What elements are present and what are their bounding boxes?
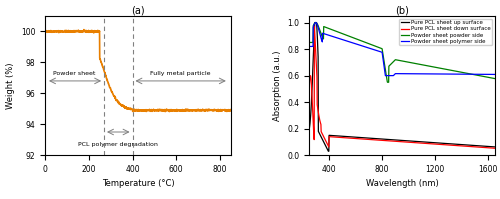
Pure PCL sheet up surface <box>420 141 426 143</box>
Title: (a): (a) <box>131 5 145 15</box>
Pure PCL sheet down surface <box>414 142 420 144</box>
Powder sheet powder side <box>313 21 319 24</box>
Powder sheet powder side <box>466 73 472 75</box>
Text: Fully metal particle: Fully metal particle <box>150 70 211 75</box>
X-axis label: Temperature (°C): Temperature (°C) <box>102 179 174 188</box>
Title: (b): (b) <box>395 5 409 15</box>
Pure PCL sheet down surface <box>492 147 498 149</box>
Legend: Pure PCL sheet up surface, Pure PCL sheet down surface, Powder sheet powder side: Pure PCL sheet up surface, Pure PCL shee… <box>399 19 492 45</box>
Pure PCL sheet up surface <box>414 140 420 143</box>
Powder sheet powder side <box>318 31 324 34</box>
Pure PCL sheet down surface <box>424 142 430 145</box>
Powder sheet powder side <box>448 69 454 71</box>
Pure PCL sheet down surface <box>318 123 324 125</box>
Pure PCL sheet down surface <box>419 142 425 144</box>
Powder sheet powder side <box>306 41 312 44</box>
Line: Powder sheet polymer side: Powder sheet polymer side <box>309 22 495 76</box>
Powder sheet powder side <box>414 63 420 65</box>
Text: PCL polymer degradation: PCL polymer degradation <box>78 142 158 147</box>
Powder sheet powder side <box>425 65 431 67</box>
Powder sheet polymer side <box>306 45 312 48</box>
Pure PCL sheet up surface <box>312 21 318 24</box>
Pure PCL sheet up surface <box>326 150 332 152</box>
Line: Powder sheet powder side: Powder sheet powder side <box>309 22 495 82</box>
Line: Pure PCL sheet down surface: Pure PCL sheet down surface <box>309 26 495 148</box>
Pure PCL sheet down surface <box>312 25 318 27</box>
Pure PCL sheet up surface <box>318 135 324 137</box>
Powder sheet polymer side <box>466 73 472 75</box>
Pure PCL sheet up surface <box>492 146 498 148</box>
Pure PCL sheet down surface <box>306 89 312 91</box>
Powder sheet powder side <box>420 64 426 66</box>
Pure PCL sheet up surface <box>466 144 472 146</box>
Powder sheet polymer side <box>492 73 498 76</box>
Y-axis label: Weight (%): Weight (%) <box>6 62 15 109</box>
Pure PCL sheet up surface <box>306 129 312 131</box>
Y-axis label: Absorption (a.u.): Absorption (a.u.) <box>272 50 281 121</box>
Line: Pure PCL sheet up surface: Pure PCL sheet up surface <box>309 22 495 151</box>
Powder sheet powder side <box>492 77 498 80</box>
Pure PCL sheet up surface <box>448 143 454 145</box>
Powder sheet polymer side <box>420 73 426 75</box>
X-axis label: Wavelength (nm): Wavelength (nm) <box>366 179 438 188</box>
Powder sheet polymer side <box>313 21 319 24</box>
Powder sheet polymer side <box>382 74 388 77</box>
Pure PCL sheet down surface <box>448 144 454 146</box>
Powder sheet polymer side <box>318 36 324 38</box>
Powder sheet polymer side <box>448 73 454 75</box>
Powder sheet polymer side <box>425 73 431 75</box>
Text: Powder sheet: Powder sheet <box>54 70 96 75</box>
Powder sheet powder side <box>384 81 390 83</box>
Pure PCL sheet up surface <box>425 141 431 143</box>
Pure PCL sheet down surface <box>466 145 472 148</box>
Powder sheet polymer side <box>414 73 420 75</box>
